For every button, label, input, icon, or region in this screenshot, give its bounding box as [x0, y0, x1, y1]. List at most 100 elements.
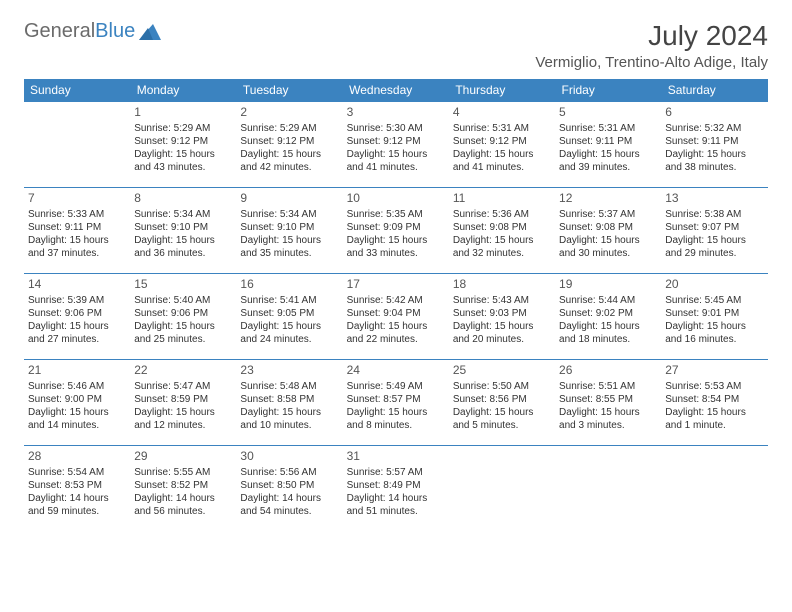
daylight-line: Daylight: 15 hours and 42 minutes. [240, 148, 338, 174]
daylight-line: Daylight: 15 hours and 39 minutes. [559, 148, 657, 174]
logo-triangle-icon [139, 24, 161, 40]
calendar-table: SundayMondayTuesdayWednesdayThursdayFrid… [24, 79, 768, 532]
sunrise-line: Sunrise: 5:45 AM [665, 294, 763, 307]
sunrise-line: Sunrise: 5:48 AM [240, 380, 338, 393]
sunset-line: Sunset: 9:12 PM [240, 135, 338, 148]
day-number: 20 [665, 277, 763, 293]
daylight-line: Daylight: 15 hours and 8 minutes. [347, 406, 445, 432]
day-cell: 6Sunrise: 5:32 AMSunset: 9:11 PMDaylight… [661, 102, 767, 188]
sunrise-line: Sunrise: 5:36 AM [453, 208, 551, 221]
day-number: 3 [347, 105, 445, 121]
day-cell: 2Sunrise: 5:29 AMSunset: 9:12 PMDaylight… [236, 102, 342, 188]
sunset-line: Sunset: 9:10 PM [240, 221, 338, 234]
sunset-line: Sunset: 8:54 PM [665, 393, 763, 406]
daylight-line: Daylight: 15 hours and 35 minutes. [240, 234, 338, 260]
sunrise-line: Sunrise: 5:31 AM [559, 122, 657, 135]
sunset-line: Sunset: 8:49 PM [347, 479, 445, 492]
day-cell: 10Sunrise: 5:35 AMSunset: 9:09 PMDayligh… [343, 188, 449, 274]
daylight-line: Daylight: 15 hours and 1 minute. [665, 406, 763, 432]
week-row: 14Sunrise: 5:39 AMSunset: 9:06 PMDayligh… [24, 274, 768, 360]
day-cell: 9Sunrise: 5:34 AMSunset: 9:10 PMDaylight… [236, 188, 342, 274]
day-number: 1 [134, 105, 232, 121]
daylight-line: Daylight: 15 hours and 12 minutes. [134, 406, 232, 432]
empty-cell [24, 102, 130, 188]
sunrise-line: Sunrise: 5:47 AM [134, 380, 232, 393]
sunset-line: Sunset: 9:00 PM [28, 393, 126, 406]
day-number: 9 [240, 191, 338, 207]
sunrise-line: Sunrise: 5:37 AM [559, 208, 657, 221]
daylight-line: Daylight: 14 hours and 56 minutes. [134, 492, 232, 518]
sunrise-line: Sunrise: 5:34 AM [240, 208, 338, 221]
daylight-line: Daylight: 15 hours and 38 minutes. [665, 148, 763, 174]
day-cell: 3Sunrise: 5:30 AMSunset: 9:12 PMDaylight… [343, 102, 449, 188]
sunrise-line: Sunrise: 5:50 AM [453, 380, 551, 393]
sunset-line: Sunset: 8:52 PM [134, 479, 232, 492]
day-number: 26 [559, 363, 657, 379]
day-header: Monday [130, 79, 236, 102]
daylight-line: Daylight: 15 hours and 14 minutes. [28, 406, 126, 432]
day-number: 25 [453, 363, 551, 379]
header: GeneralBlue July 2024 Vermiglio, Trentin… [24, 20, 768, 71]
sunset-line: Sunset: 8:55 PM [559, 393, 657, 406]
day-number: 6 [665, 105, 763, 121]
sunset-line: Sunset: 8:57 PM [347, 393, 445, 406]
sunset-line: Sunset: 9:02 PM [559, 307, 657, 320]
day-cell: 17Sunrise: 5:42 AMSunset: 9:04 PMDayligh… [343, 274, 449, 360]
day-number: 22 [134, 363, 232, 379]
day-cell: 24Sunrise: 5:49 AMSunset: 8:57 PMDayligh… [343, 360, 449, 446]
daylight-line: Daylight: 15 hours and 16 minutes. [665, 320, 763, 346]
sunrise-line: Sunrise: 5:42 AM [347, 294, 445, 307]
daylight-line: Daylight: 14 hours and 51 minutes. [347, 492, 445, 518]
day-number: 14 [28, 277, 126, 293]
day-cell: 21Sunrise: 5:46 AMSunset: 9:00 PMDayligh… [24, 360, 130, 446]
day-number: 31 [347, 449, 445, 465]
sunrise-line: Sunrise: 5:32 AM [665, 122, 763, 135]
day-number: 23 [240, 363, 338, 379]
day-number: 29 [134, 449, 232, 465]
sunrise-line: Sunrise: 5:43 AM [453, 294, 551, 307]
day-cell: 1Sunrise: 5:29 AMSunset: 9:12 PMDaylight… [130, 102, 236, 188]
logo-part1: General [24, 20, 95, 42]
day-cell: 4Sunrise: 5:31 AMSunset: 9:12 PMDaylight… [449, 102, 555, 188]
day-number: 16 [240, 277, 338, 293]
daylight-line: Daylight: 15 hours and 22 minutes. [347, 320, 445, 346]
day-number: 13 [665, 191, 763, 207]
sunset-line: Sunset: 9:10 PM [134, 221, 232, 234]
empty-cell [449, 446, 555, 532]
day-number: 8 [134, 191, 232, 207]
sunrise-line: Sunrise: 5:54 AM [28, 466, 126, 479]
daylight-line: Daylight: 15 hours and 5 minutes. [453, 406, 551, 432]
sunset-line: Sunset: 9:09 PM [347, 221, 445, 234]
day-cell: 23Sunrise: 5:48 AMSunset: 8:58 PMDayligh… [236, 360, 342, 446]
sunset-line: Sunset: 8:56 PM [453, 393, 551, 406]
day-number: 19 [559, 277, 657, 293]
sunset-line: Sunset: 9:05 PM [240, 307, 338, 320]
day-number: 27 [665, 363, 763, 379]
sunrise-line: Sunrise: 5:55 AM [134, 466, 232, 479]
sunrise-line: Sunrise: 5:44 AM [559, 294, 657, 307]
sunset-line: Sunset: 9:12 PM [453, 135, 551, 148]
day-cell: 18Sunrise: 5:43 AMSunset: 9:03 PMDayligh… [449, 274, 555, 360]
day-number: 28 [28, 449, 126, 465]
daylight-line: Daylight: 15 hours and 32 minutes. [453, 234, 551, 260]
sunset-line: Sunset: 9:11 PM [559, 135, 657, 148]
daylight-line: Daylight: 14 hours and 59 minutes. [28, 492, 126, 518]
day-cell: 27Sunrise: 5:53 AMSunset: 8:54 PMDayligh… [661, 360, 767, 446]
day-cell: 16Sunrise: 5:41 AMSunset: 9:05 PMDayligh… [236, 274, 342, 360]
sunset-line: Sunset: 9:11 PM [28, 221, 126, 234]
sunrise-line: Sunrise: 5:57 AM [347, 466, 445, 479]
day-cell: 11Sunrise: 5:36 AMSunset: 9:08 PMDayligh… [449, 188, 555, 274]
sunset-line: Sunset: 9:06 PM [134, 307, 232, 320]
sunset-line: Sunset: 9:08 PM [453, 221, 551, 234]
day-number: 5 [559, 105, 657, 121]
day-number: 10 [347, 191, 445, 207]
daylight-line: Daylight: 15 hours and 36 minutes. [134, 234, 232, 260]
day-cell: 30Sunrise: 5:56 AMSunset: 8:50 PMDayligh… [236, 446, 342, 532]
day-cell: 28Sunrise: 5:54 AMSunset: 8:53 PMDayligh… [24, 446, 130, 532]
day-header: Wednesday [343, 79, 449, 102]
location-text: Vermiglio, Trentino-Alto Adige, Italy [535, 54, 768, 71]
day-cell: 12Sunrise: 5:37 AMSunset: 9:08 PMDayligh… [555, 188, 661, 274]
day-cell: 31Sunrise: 5:57 AMSunset: 8:49 PMDayligh… [343, 446, 449, 532]
sunrise-line: Sunrise: 5:30 AM [347, 122, 445, 135]
day-cell: 7Sunrise: 5:33 AMSunset: 9:11 PMDaylight… [24, 188, 130, 274]
